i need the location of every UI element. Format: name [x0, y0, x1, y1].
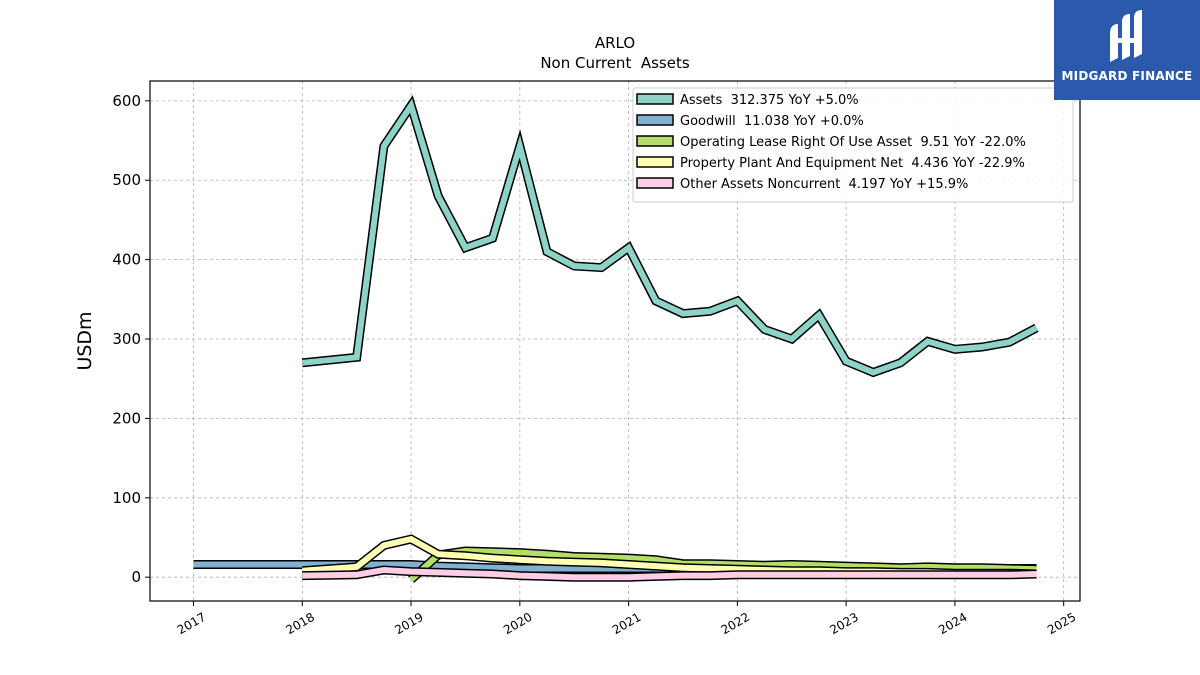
- brand-logo: MIDGARD FINANCE: [1054, 0, 1200, 100]
- series-assets: [301, 95, 1039, 378]
- y-tick-label: 500: [112, 171, 141, 189]
- legend-label: Goodwill 11.038 YoY +0.0%: [680, 114, 864, 129]
- series-other-assets-noncurrent: [302, 565, 1037, 582]
- legend-label: Assets 312.375 YoY +5.0%: [680, 93, 859, 108]
- y-tick-label: 0: [131, 568, 141, 586]
- midgard-logo-icon: [1110, 10, 1142, 62]
- x-tick-label: 2018: [284, 610, 317, 637]
- legend-box: [632, 87, 1074, 203]
- chart-title: ARLO: [595, 34, 635, 52]
- series-line: [409, 547, 1037, 582]
- y-tick-label: 100: [112, 489, 141, 507]
- legend-label: Property Plant And Equipment Net 4.436 Y…: [680, 156, 1025, 171]
- series-line: [301, 98, 1038, 376]
- x-tick-label: 2020: [501, 610, 534, 637]
- legend-swatch: [636, 93, 674, 105]
- legend-swatch: [636, 156, 674, 168]
- x-tick-label: 2022: [719, 610, 752, 637]
- y-tick-label: 300: [112, 330, 141, 348]
- y-tick-label: 200: [112, 409, 141, 427]
- series-line: [302, 566, 1037, 581]
- legend-label: Operating Lease Right Of Use Asset 9.51 …: [680, 135, 1026, 150]
- plot-frame: [149, 80, 1081, 602]
- legend: Assets 312.375 YoY +5.0% Goodwill 11.038 …: [632, 87, 1074, 203]
- x-tick-label: 2017: [175, 610, 208, 637]
- logo-text: MIDGARD FINANCE: [1061, 69, 1193, 83]
- x-tick-label: 2021: [610, 610, 643, 637]
- x-tick-label: 2023: [827, 610, 860, 637]
- y-tick-label: 600: [112, 92, 141, 110]
- legend-label: Other Assets Noncurrent 4.197 YoY +15.9%: [680, 177, 968, 192]
- legend-swatch: [636, 114, 674, 126]
- series-operating-lease-right-of-use-asset: [408, 546, 1037, 583]
- x-tick-label: 2019: [392, 610, 425, 637]
- x-tick-label: 2025: [1045, 610, 1078, 637]
- y-tick-label: 400: [112, 251, 141, 269]
- x-tick-label: 2024: [936, 610, 969, 637]
- legend-swatch: [636, 177, 674, 189]
- y-axis-label: USDm: [74, 311, 96, 370]
- series-layer: [193, 95, 1039, 583]
- chart-subtitle: Non Current Assets: [540, 54, 690, 72]
- legend-swatch: [636, 135, 674, 147]
